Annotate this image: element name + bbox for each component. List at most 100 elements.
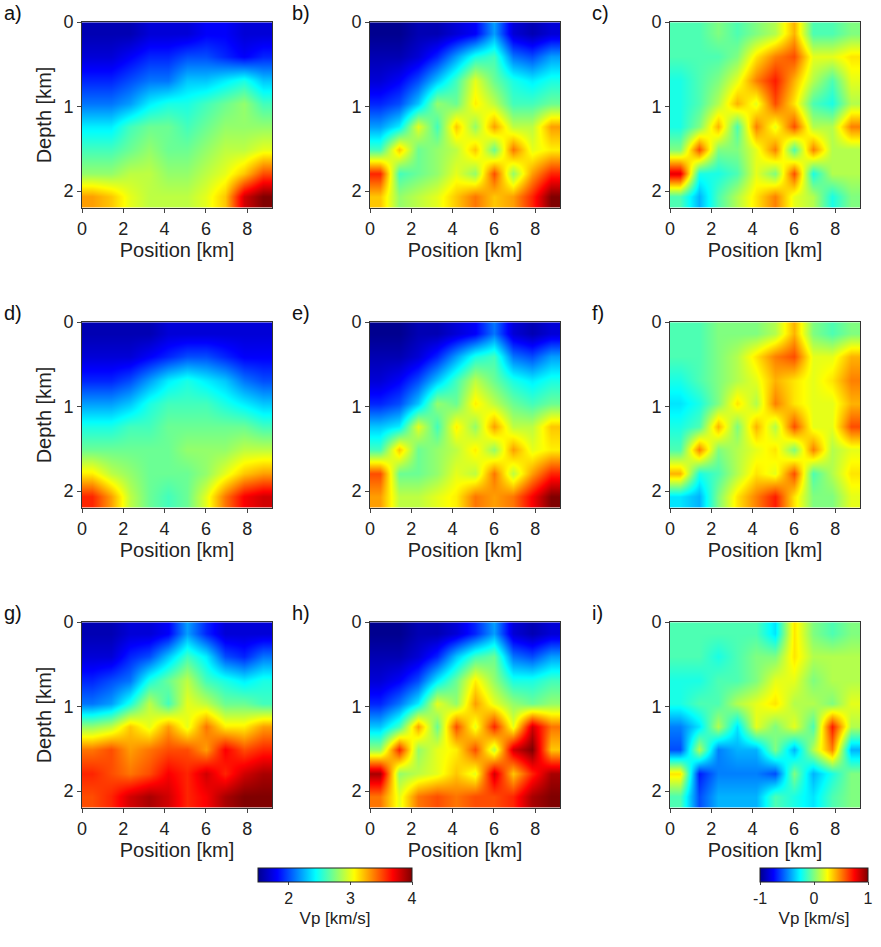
svg-text:1: 1: [63, 697, 73, 717]
svg-text:0: 0: [77, 219, 87, 239]
svg-text:0: 0: [365, 819, 375, 839]
svg-text:0: 0: [665, 219, 675, 239]
svg-text:8: 8: [530, 819, 540, 839]
svg-text:Depth [km]: Depth [km]: [33, 67, 55, 164]
svg-text:2: 2: [118, 819, 128, 839]
svg-text:h): h): [292, 602, 310, 624]
svg-text:Position [km]: Position [km]: [708, 839, 822, 861]
svg-text:2: 2: [118, 519, 128, 539]
svg-text:0: 0: [365, 219, 375, 239]
svg-text:2: 2: [651, 181, 661, 201]
svg-text:1: 1: [63, 97, 73, 117]
svg-text:Position [km]: Position [km]: [120, 839, 234, 861]
svg-text:0: 0: [351, 12, 361, 32]
svg-text:b): b): [292, 2, 310, 24]
svg-text:6: 6: [489, 819, 499, 839]
svg-text:Position [km]: Position [km]: [708, 239, 822, 261]
svg-text:4: 4: [160, 219, 170, 239]
svg-text:8: 8: [530, 219, 540, 239]
svg-text:8: 8: [242, 219, 252, 239]
svg-text:4: 4: [448, 519, 458, 539]
svg-text:6: 6: [789, 819, 799, 839]
svg-text:0: 0: [365, 519, 375, 539]
svg-text:6: 6: [789, 219, 799, 239]
svg-text:d): d): [4, 302, 22, 324]
svg-text:1: 1: [351, 397, 361, 417]
svg-text:6: 6: [201, 219, 211, 239]
svg-text:Depth [km]: Depth [km]: [33, 367, 55, 464]
svg-text:2: 2: [651, 481, 661, 501]
svg-text:4: 4: [408, 890, 417, 907]
svg-text:1: 1: [63, 397, 73, 417]
svg-text:0: 0: [77, 819, 87, 839]
svg-text:3: 3: [346, 890, 355, 907]
svg-text:1: 1: [651, 697, 661, 717]
svg-text:1: 1: [864, 890, 873, 907]
svg-text:2: 2: [63, 181, 73, 201]
svg-text:2: 2: [63, 781, 73, 801]
svg-text:2: 2: [351, 481, 361, 501]
svg-text:0: 0: [63, 312, 73, 332]
svg-text:0: 0: [351, 312, 361, 332]
svg-text:e): e): [292, 302, 310, 324]
svg-text:1: 1: [651, 97, 661, 117]
svg-text:g): g): [4, 602, 22, 624]
svg-text:0: 0: [77, 519, 87, 539]
svg-text:6: 6: [201, 819, 211, 839]
svg-text:6: 6: [489, 519, 499, 539]
svg-text:Position [km]: Position [km]: [120, 539, 234, 561]
svg-text:2: 2: [706, 819, 716, 839]
svg-text:0: 0: [63, 612, 73, 632]
svg-text:2: 2: [706, 219, 716, 239]
svg-text:4: 4: [160, 519, 170, 539]
svg-text:-1: -1: [753, 890, 767, 907]
svg-text:0: 0: [651, 312, 661, 332]
svg-text:Position [km]: Position [km]: [120, 239, 234, 261]
svg-text:8: 8: [830, 519, 840, 539]
svg-text:0: 0: [651, 12, 661, 32]
svg-text:2: 2: [706, 519, 716, 539]
svg-text:Position [km]: Position [km]: [408, 539, 522, 561]
svg-text:0: 0: [665, 819, 675, 839]
svg-text:Position [km]: Position [km]: [708, 539, 822, 561]
svg-text:6: 6: [489, 219, 499, 239]
svg-text:1: 1: [351, 97, 361, 117]
svg-text:c): c): [592, 2, 609, 24]
svg-text:Depth [km]: Depth [km]: [33, 667, 55, 764]
svg-text:i): i): [592, 602, 603, 624]
svg-text:2: 2: [351, 781, 361, 801]
svg-text:4: 4: [448, 219, 458, 239]
svg-text:4: 4: [748, 819, 758, 839]
svg-text:8: 8: [242, 819, 252, 839]
svg-text:6: 6: [201, 519, 211, 539]
svg-text:0: 0: [351, 612, 361, 632]
svg-text:f): f): [592, 302, 604, 324]
svg-text:Vp [km/s]: Vp [km/s]: [779, 909, 850, 928]
svg-text:0: 0: [63, 12, 73, 32]
svg-text:4: 4: [160, 819, 170, 839]
svg-text:2: 2: [406, 819, 416, 839]
svg-text:0: 0: [665, 519, 675, 539]
svg-text:4: 4: [448, 819, 458, 839]
svg-text:2: 2: [651, 781, 661, 801]
svg-text:0: 0: [810, 890, 819, 907]
svg-text:0: 0: [651, 612, 661, 632]
svg-text:8: 8: [830, 819, 840, 839]
svg-text:Vp [km/s]: Vp [km/s]: [300, 909, 371, 928]
svg-text:4: 4: [748, 219, 758, 239]
svg-text:1: 1: [351, 697, 361, 717]
svg-text:2: 2: [284, 890, 293, 907]
svg-text:a): a): [4, 2, 22, 24]
svg-text:Position [km]: Position [km]: [408, 839, 522, 861]
svg-text:2: 2: [351, 181, 361, 201]
svg-text:2: 2: [63, 481, 73, 501]
svg-text:4: 4: [748, 519, 758, 539]
svg-text:8: 8: [242, 519, 252, 539]
svg-text:Position [km]: Position [km]: [408, 239, 522, 261]
svg-text:2: 2: [406, 219, 416, 239]
svg-text:6: 6: [789, 519, 799, 539]
svg-text:2: 2: [118, 219, 128, 239]
svg-text:8: 8: [830, 219, 840, 239]
svg-text:1: 1: [651, 397, 661, 417]
svg-text:8: 8: [530, 519, 540, 539]
